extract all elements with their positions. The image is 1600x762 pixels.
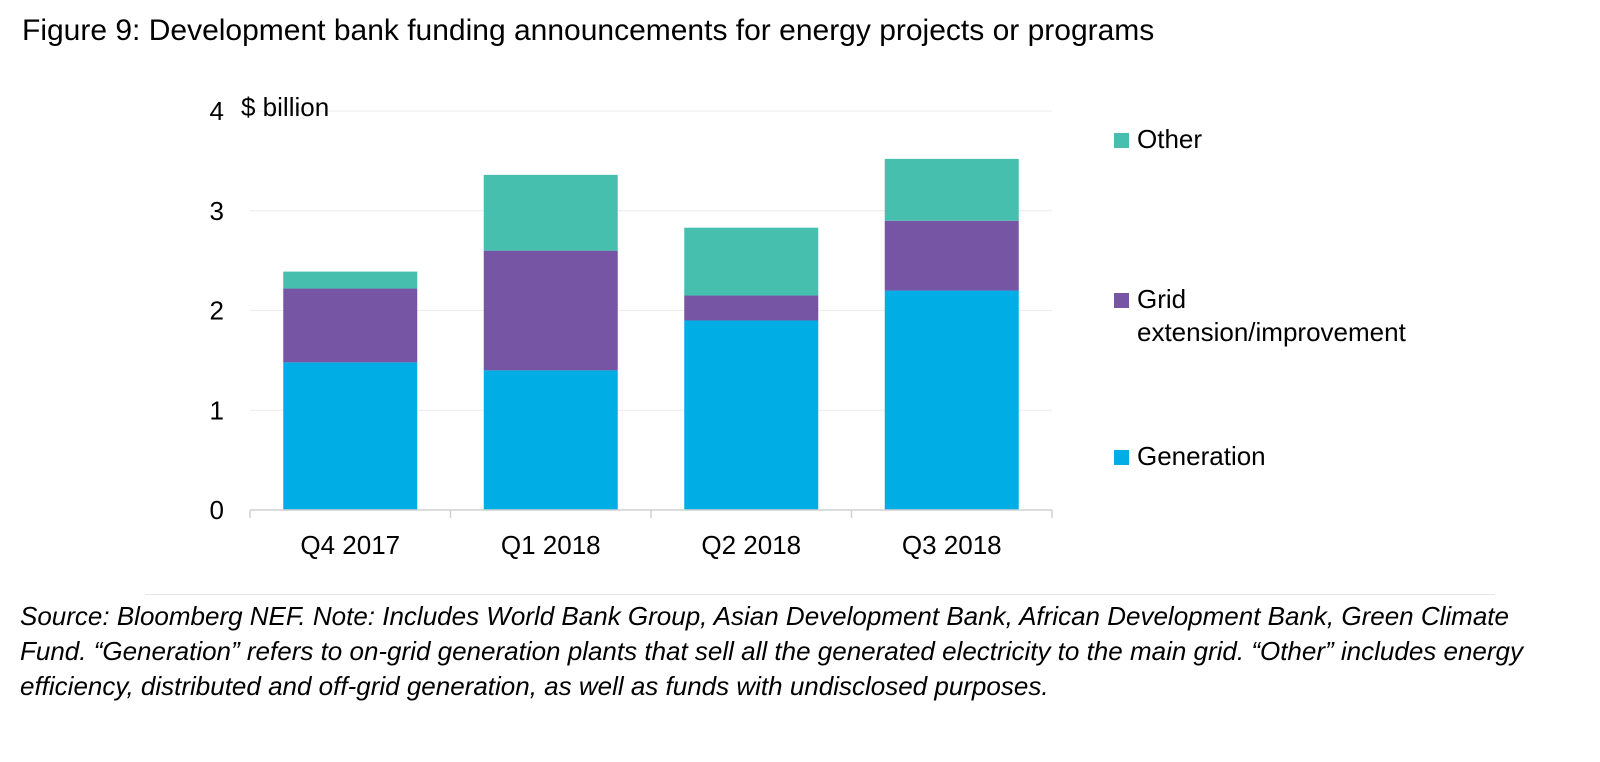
legend-label: extension/improvement [1137, 317, 1407, 347]
bar-segment-generation [283, 362, 418, 510]
legend-swatch [1114, 293, 1129, 308]
bar-segment-generation [684, 320, 819, 510]
x-tick-label: Q3 2018 [902, 530, 1002, 560]
y-tick-label: 2 [210, 296, 224, 326]
y-tick-label: 4 [210, 96, 224, 126]
bar-segment-other [283, 271, 418, 289]
legend-label: Grid [1137, 284, 1186, 314]
figure-title: Figure 9: Development bank funding annou… [22, 14, 1155, 47]
legend-label: Other [1137, 124, 1202, 154]
source-divider [145, 594, 1495, 595]
y-tick-label: 3 [210, 196, 224, 226]
x-tick-label: Q4 2017 [300, 530, 400, 560]
axes: 0 1 2 3 4 Q4 2017 Q1 2018 Q2 2018 Q3 2018 [210, 96, 1053, 560]
bars [283, 158, 1019, 510]
bar-segment-grid-extension-improvement [483, 250, 618, 371]
bar-segment-grid-extension-improvement [884, 220, 1019, 291]
legend-swatch [1114, 450, 1129, 465]
bar-segment-generation [884, 290, 1019, 510]
y-tick-label: 0 [210, 495, 224, 525]
x-tick-label: Q2 2018 [701, 530, 801, 560]
source-note: Source: Bloomberg NEF. Note: Includes Wo… [20, 601, 1524, 701]
x-tick-label: Q1 2018 [501, 530, 601, 560]
y-axis-unit-label: $ billion [241, 92, 329, 122]
legend-label: Generation [1137, 441, 1266, 471]
bar-segment-grid-extension-improvement [283, 288, 418, 363]
bar-segment-other [884, 158, 1019, 221]
y-tick-label: 1 [210, 395, 224, 425]
bar-segment-other [684, 227, 819, 296]
bar-segment-other [483, 174, 618, 251]
stacked-bar-chart: 0 1 2 3 4 Q4 2017 Q1 2018 Q2 2018 Q3 2018 $ bill… [210, 92, 1407, 560]
legend-swatch [1114, 133, 1129, 148]
bar-segment-generation [483, 370, 618, 510]
bar-segment-grid-extension-improvement [684, 295, 819, 321]
